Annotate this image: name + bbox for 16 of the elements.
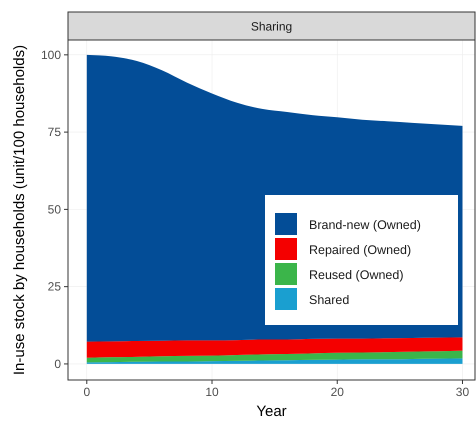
y-tick-label: 0 bbox=[54, 356, 62, 371]
chart-title: Sharing bbox=[250, 20, 292, 34]
legend-label: Repaired (Owned) bbox=[309, 243, 412, 257]
legend-label: Shared bbox=[309, 293, 350, 307]
legend-label: Reused (Owned) bbox=[309, 268, 404, 282]
y-tick-label: 50 bbox=[48, 202, 62, 216]
y-tick-label: 25 bbox=[48, 280, 62, 294]
x-tick-label: 20 bbox=[330, 385, 344, 399]
x-tick-label: 30 bbox=[456, 385, 470, 399]
x-axis-title: Year bbox=[256, 403, 287, 420]
x-tick-label: 0 bbox=[83, 385, 90, 399]
y-tick-label: 75 bbox=[48, 125, 62, 140]
y-axis-title: In-use stock by households (unit/100 households) bbox=[11, 44, 28, 376]
legend-label: Brand-new (Owned) bbox=[309, 218, 421, 232]
y-tick-label: 100 bbox=[40, 48, 62, 62]
x-tick-label: 10 bbox=[205, 385, 220, 399]
